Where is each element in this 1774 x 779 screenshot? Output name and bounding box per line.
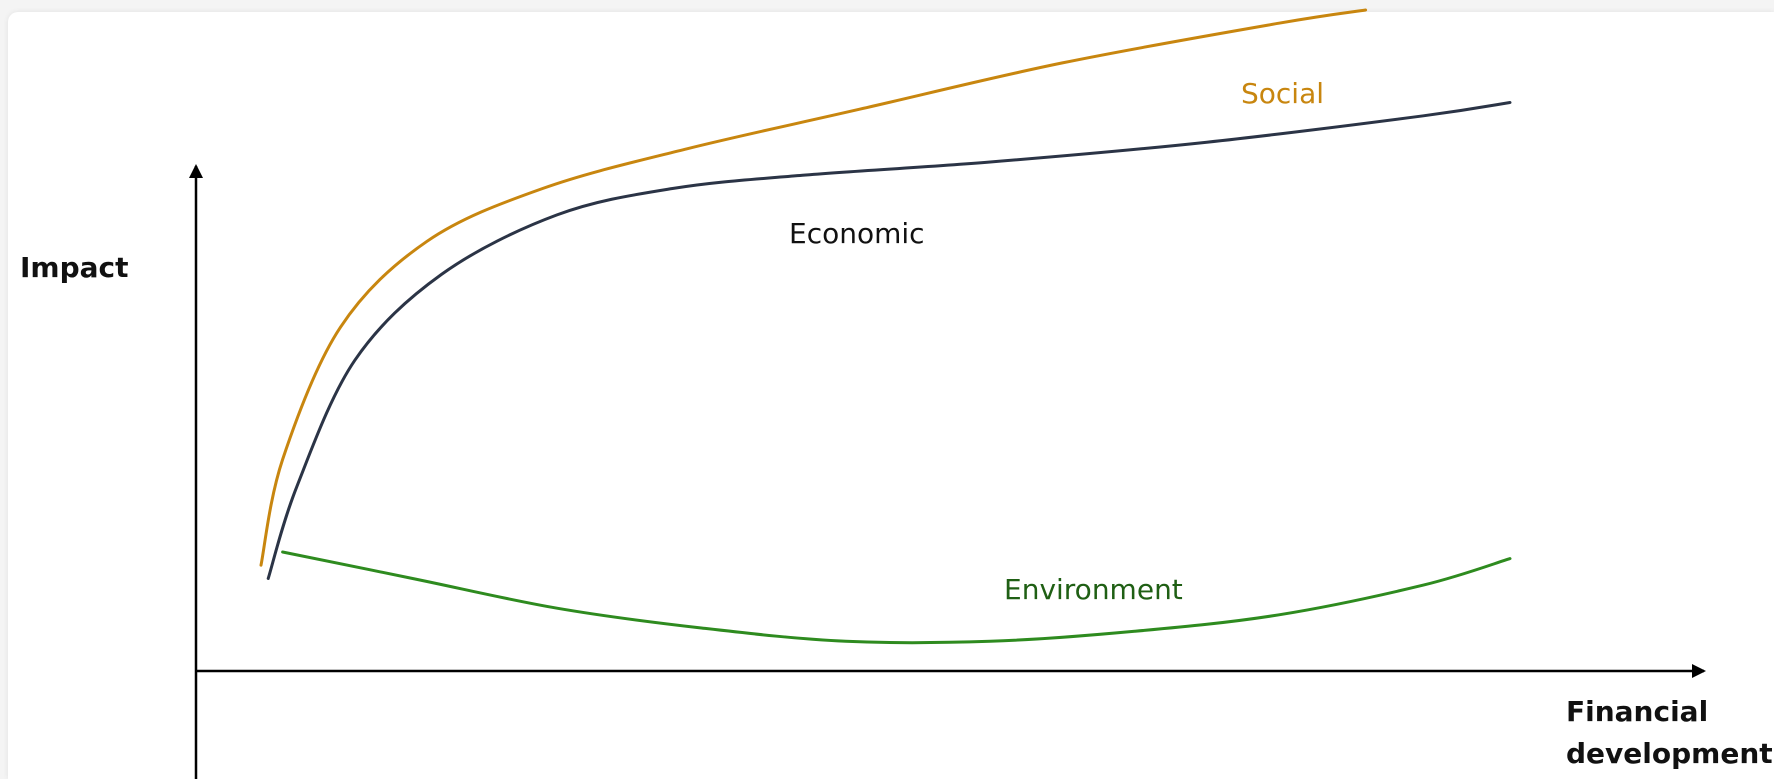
- economic-series-line: [266, 101, 1512, 580]
- environment-series-label: Environment: [1004, 573, 1183, 606]
- economic-series-label: Economic: [789, 217, 925, 250]
- x-axis-label-line-2: development: [1566, 737, 1773, 770]
- y-axis-label: Impact: [20, 251, 129, 284]
- chart-panel: [8, 12, 1774, 779]
- x-axis-label-line-1: Financial: [1566, 695, 1708, 728]
- environment-series-line: [281, 550, 1512, 645]
- social-series-line: [259, 8, 1368, 567]
- social-series-label: Social: [1241, 77, 1324, 110]
- series-layer: [259, 8, 1512, 645]
